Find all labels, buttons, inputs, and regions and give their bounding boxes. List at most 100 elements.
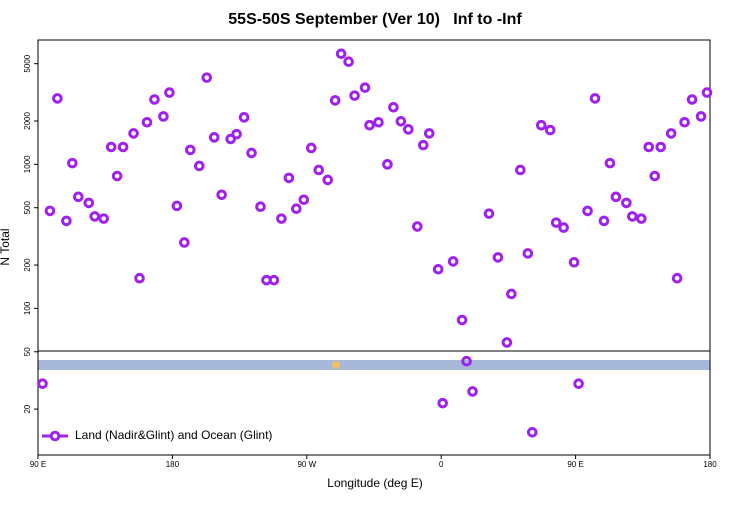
- plot-frame: [37, 39, 711, 456]
- point: [238, 112, 250, 123]
- point: [483, 208, 495, 219]
- point: [568, 256, 580, 268]
- y-tick-label: 100: [23, 301, 32, 315]
- point: [246, 147, 257, 159]
- y-tick-label: 1000: [23, 155, 32, 173]
- point: [412, 221, 423, 232]
- point: [492, 252, 504, 263]
- point: [171, 200, 183, 212]
- point: [403, 124, 414, 135]
- y-tick-label: 5000: [23, 54, 32, 72]
- point: [185, 144, 196, 156]
- point: [83, 197, 95, 209]
- point: [515, 164, 526, 176]
- point: [501, 337, 513, 348]
- point: [141, 116, 153, 128]
- point: [701, 87, 713, 98]
- point: [573, 378, 584, 390]
- point: [291, 203, 302, 215]
- y-tick-label: 20: [23, 404, 32, 413]
- point: [395, 116, 407, 127]
- point: [268, 274, 280, 286]
- point: [73, 191, 84, 203]
- point: [276, 213, 287, 224]
- point: [582, 205, 593, 217]
- point: [179, 237, 190, 248]
- x-tick-label: 180: [703, 460, 717, 469]
- point: [89, 211, 101, 222]
- point: [550, 217, 562, 228]
- point: [467, 386, 478, 397]
- point: [201, 72, 213, 83]
- point: [417, 139, 429, 151]
- legend-marker: [49, 430, 61, 442]
- point: [158, 111, 169, 122]
- x-tick-label: 180: [166, 460, 180, 469]
- point: [382, 159, 393, 170]
- point: [695, 111, 707, 122]
- point: [456, 314, 468, 326]
- point: [67, 157, 78, 169]
- point: [598, 215, 610, 227]
- point: [208, 132, 220, 143]
- point: [461, 355, 472, 367]
- map-strip: [38, 360, 710, 370]
- point: [44, 205, 56, 217]
- point: [349, 90, 360, 101]
- point: [610, 191, 622, 203]
- point: [105, 141, 117, 153]
- point: [423, 128, 435, 139]
- point: [679, 116, 690, 128]
- point: [589, 93, 601, 104]
- y-tick-label: 50: [23, 347, 32, 356]
- point: [649, 170, 661, 182]
- point: [506, 288, 517, 300]
- chart-title: 55S-50S September (Ver 10) Inf to -Inf: [228, 11, 522, 28]
- point: [447, 256, 459, 267]
- point: [128, 128, 139, 139]
- legend-label: Land (Nadir&Glint) and Ocean (Glint): [75, 428, 272, 442]
- point: [343, 56, 354, 68]
- point: [643, 141, 655, 153]
- y-tick-label: 200: [23, 258, 32, 272]
- point: [544, 124, 556, 136]
- y-axis-label: N Total: [0, 228, 12, 265]
- point: [111, 170, 123, 182]
- point: [117, 141, 129, 153]
- point: [255, 201, 266, 213]
- point: [322, 174, 334, 186]
- x-tick-label: 0: [439, 460, 444, 469]
- point: [627, 211, 638, 222]
- map-land: [332, 361, 340, 369]
- point: [149, 94, 160, 105]
- point: [164, 87, 175, 98]
- point: [535, 119, 547, 131]
- point: [216, 189, 227, 201]
- point: [437, 397, 448, 409]
- point: [526, 426, 538, 438]
- point: [52, 93, 63, 104]
- point: [134, 272, 145, 284]
- point: [373, 116, 384, 128]
- y-tick-label: 2000: [23, 112, 32, 130]
- point: [37, 378, 48, 390]
- x-tick-label: 90 E: [30, 460, 46, 469]
- point: [655, 141, 667, 153]
- point: [329, 95, 341, 106]
- point: [686, 94, 698, 105]
- point: [98, 213, 110, 224]
- y-tick-label: 500: [23, 201, 32, 215]
- point: [388, 101, 399, 113]
- x-tick-label: 90 W: [297, 460, 316, 469]
- point: [305, 142, 317, 154]
- point: [231, 128, 242, 140]
- point: [61, 215, 72, 227]
- point: [298, 194, 310, 206]
- point: [665, 128, 677, 139]
- x-axis-label: Longitude (deg E): [327, 476, 422, 490]
- point: [558, 222, 569, 233]
- point: [432, 263, 444, 275]
- point: [671, 272, 683, 284]
